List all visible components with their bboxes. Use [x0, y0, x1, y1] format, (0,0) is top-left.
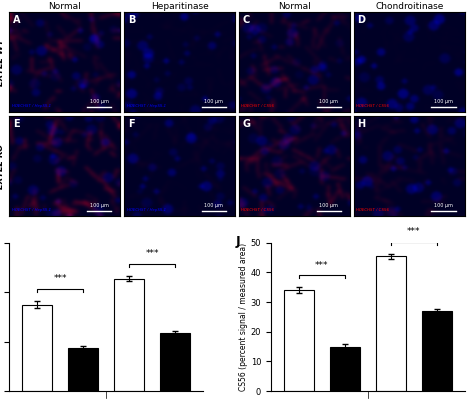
Text: ***: ***	[146, 249, 159, 259]
Bar	[114, 279, 144, 391]
Text: ***: ***	[315, 261, 328, 270]
Bar	[376, 256, 406, 391]
Y-axis label: EXTL2 WT: EXTL2 WT	[0, 39, 5, 86]
Text: F: F	[128, 119, 134, 129]
Text: HOECHST / CS56: HOECHST / CS56	[356, 104, 389, 108]
Bar	[330, 347, 360, 391]
Y-axis label: EXTL2 KO: EXTL2 KO	[0, 144, 5, 189]
Text: 100 μm: 100 μm	[90, 203, 109, 208]
Text: J: J	[236, 235, 241, 249]
Text: HOECHST / HepSS-1: HOECHST / HepSS-1	[12, 208, 51, 212]
Text: HOECHST / HepSS-1: HOECHST / HepSS-1	[12, 104, 51, 108]
Text: 100 μm: 100 μm	[319, 99, 338, 104]
Text: HOECHST / CS56: HOECHST / CS56	[241, 208, 274, 212]
Text: 100 μm: 100 μm	[319, 203, 338, 208]
Text: 100 μm: 100 μm	[90, 99, 109, 104]
Bar	[283, 290, 313, 391]
Text: H: H	[357, 119, 365, 129]
Bar	[22, 304, 52, 391]
Bar	[68, 348, 98, 391]
Title: Normal: Normal	[278, 2, 311, 11]
Text: 100 μm: 100 μm	[434, 99, 453, 104]
Title: Chondroitinase: Chondroitinase	[375, 2, 444, 11]
Text: ***: ***	[54, 274, 67, 283]
Text: C: C	[243, 15, 250, 25]
Y-axis label: CS56 (percent signal / measured area): CS56 (percent signal / measured area)	[239, 243, 248, 391]
Text: 100 μm: 100 μm	[204, 203, 223, 208]
Title: Normal: Normal	[48, 2, 81, 11]
Text: HOECHST / HepSS-1: HOECHST / HepSS-1	[127, 104, 166, 108]
Text: 100 μm: 100 μm	[204, 99, 223, 104]
Text: G: G	[243, 119, 251, 129]
Text: D: D	[357, 15, 365, 25]
Text: A: A	[13, 15, 20, 25]
Text: 100 μm: 100 μm	[434, 203, 453, 208]
Text: B: B	[128, 15, 135, 25]
Text: E: E	[13, 119, 19, 129]
Bar	[161, 333, 191, 391]
Bar	[422, 311, 452, 391]
Text: HOECHST / HepSS-1: HOECHST / HepSS-1	[127, 208, 166, 212]
Text: HOECHST / CS56: HOECHST / CS56	[241, 104, 274, 108]
Text: HOECHST / CS56: HOECHST / CS56	[356, 208, 389, 212]
Title: Heparitinase: Heparitinase	[151, 2, 209, 11]
Text: ***: ***	[407, 227, 420, 236]
